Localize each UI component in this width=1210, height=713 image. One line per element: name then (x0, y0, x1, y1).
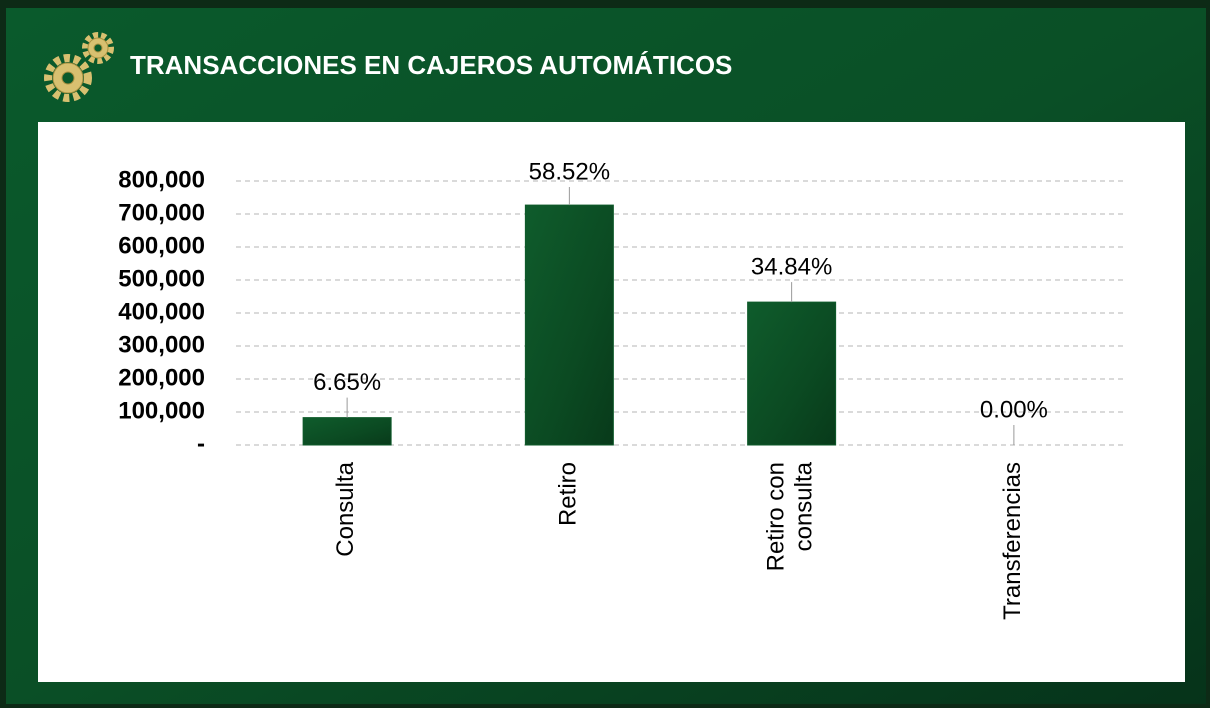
y-tick-label: 100,000 (118, 397, 205, 424)
data-label: 58.52% (529, 158, 610, 185)
chart-title: TRANSACCIONES EN CAJEROS AUTOMÁTICOS (130, 50, 732, 80)
y-tick-label: 700,000 (118, 199, 205, 226)
x-tick-label: Transferencias (999, 462, 1026, 620)
y-tick-label: 300,000 (118, 331, 205, 358)
gears-icon (44, 32, 114, 102)
x-tick-label: Consulta (332, 461, 359, 556)
y-tick-label: 400,000 (118, 298, 205, 325)
y-tick-label: 800,000 (118, 166, 205, 193)
y-tick-label: 200,000 (118, 364, 205, 391)
bar (524, 204, 614, 446)
y-tick-label: 600,000 (118, 232, 205, 259)
data-label: 0.00% (980, 396, 1048, 423)
y-tick-label: 500,000 (118, 265, 205, 292)
bar (747, 301, 837, 446)
x-tick-label: Retiro (555, 462, 582, 526)
data-label: 6.65% (313, 369, 381, 396)
y-tick-label: - (197, 430, 205, 457)
bar (302, 417, 392, 446)
x-tick-label: Retiro conconsulta (763, 461, 818, 571)
data-label: 34.84% (751, 253, 832, 280)
